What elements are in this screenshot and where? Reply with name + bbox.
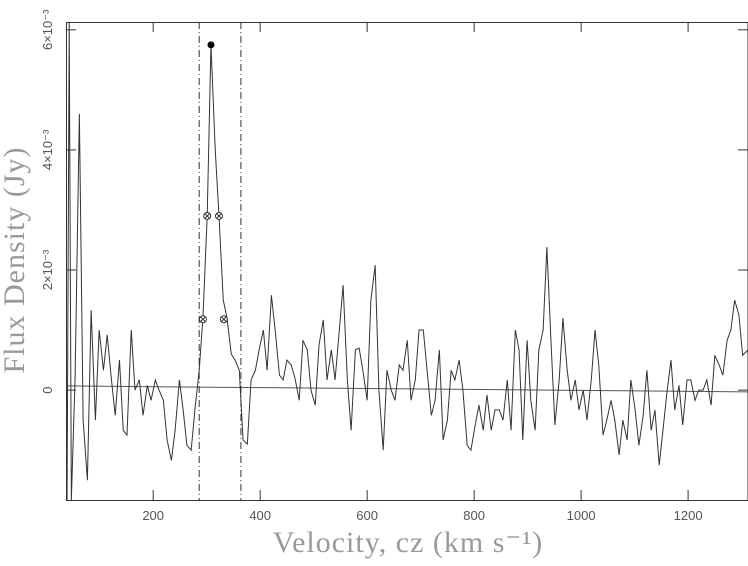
plot-frame — [66, 22, 748, 501]
y-tick-label: 6×10⁻³ — [40, 9, 55, 50]
y-tick-label: 4×10⁻³ — [40, 129, 55, 170]
x-tick-label: 400 — [249, 508, 271, 523]
x-tick-label: 200 — [142, 508, 164, 523]
marker-cross — [220, 316, 227, 323]
width-marker — [214, 211, 223, 220]
width-marker — [198, 315, 207, 324]
x-tick-label: 1000 — [567, 508, 596, 523]
marker-cross — [216, 213, 222, 219]
marker-cross — [200, 316, 206, 323]
y-axis-label: Flux Density (Jy) — [0, 147, 31, 374]
marker-cross — [204, 213, 211, 219]
x-tick-label: 1200 — [674, 508, 703, 523]
width-marker — [219, 315, 228, 324]
y-tick-label: 0 — [40, 386, 55, 393]
x-tick-label: 800 — [463, 508, 485, 523]
baseline — [65, 385, 748, 393]
width-marker — [203, 211, 212, 220]
spectrum — [66, 21, 748, 501]
y-tick-label: 2×10⁻³ — [40, 249, 55, 290]
x-axis-label: Velocity, cz (km s⁻¹) — [273, 526, 543, 559]
x-tick-label: 600 — [356, 508, 378, 523]
peak-marker — [207, 41, 215, 49]
